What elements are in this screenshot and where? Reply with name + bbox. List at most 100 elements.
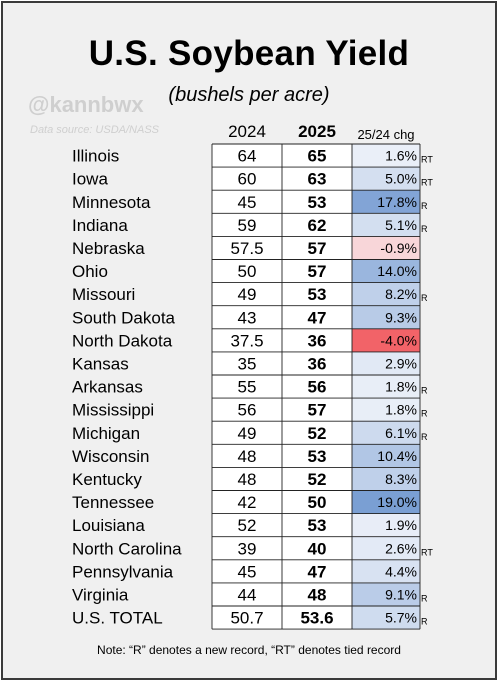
cell-2024-bg	[212, 144, 282, 168]
change-percent: 14.0%	[377, 263, 417, 279]
cell-2025-bg	[282, 351, 352, 375]
change-color-cell	[352, 467, 420, 491]
change-percent: 5.1%	[385, 217, 417, 233]
record-flag: R	[421, 201, 428, 211]
cell-2025-bg	[282, 582, 352, 606]
value-2025: 36	[308, 354, 327, 373]
state-label: Missouri	[72, 285, 135, 304]
change-percent: 8.2%	[385, 286, 417, 302]
state-label: Mississippi	[72, 401, 154, 420]
state-label: North Carolina	[72, 539, 182, 558]
change-color-cell	[352, 582, 420, 606]
footnote: Note: “R” denotes a new record, “RT” den…	[97, 643, 401, 657]
value-2025: 50	[308, 493, 327, 512]
value-2024: 43	[238, 308, 257, 327]
record-flag: R	[421, 293, 428, 303]
cell-2024-bg	[212, 328, 282, 352]
value-2025: 63	[308, 170, 327, 189]
state-label: Michigan	[72, 424, 140, 443]
change-color-cell	[352, 328, 420, 352]
state-label: Ohio	[72, 262, 108, 281]
change-percent: 19.0%	[377, 494, 417, 510]
value-2024: 48	[238, 447, 257, 466]
change-color-cell	[352, 606, 420, 630]
value-2024: 42	[238, 493, 257, 512]
cell-2024-bg	[212, 444, 282, 468]
change-percent: -0.9%	[380, 240, 417, 256]
cell-2025-bg	[282, 259, 352, 283]
record-flag: RT	[421, 155, 433, 165]
cell-2024-bg	[212, 305, 282, 329]
cell-2024-bg	[212, 351, 282, 375]
cell-2024-bg	[212, 559, 282, 583]
change-percent: 17.8%	[377, 194, 417, 210]
state-label: Nebraska	[72, 239, 145, 258]
data-source: Data source: USDA/NASS	[30, 124, 159, 136]
state-label: Indiana	[72, 216, 128, 235]
value-2024: 44	[238, 585, 257, 604]
cell-2025-bg	[282, 536, 352, 560]
value-2024: 49	[238, 285, 257, 304]
cell-2025-bg	[282, 213, 352, 237]
change-color-cell	[352, 213, 420, 237]
value-2025: 47	[308, 308, 327, 327]
change-color-cell	[352, 398, 420, 422]
state-label: Kentucky	[72, 470, 142, 489]
value-2024: 59	[238, 216, 257, 235]
change-color-cell	[352, 559, 420, 583]
cell-2025-bg	[282, 490, 352, 514]
change-color-cell	[352, 236, 420, 260]
state-label: South Dakota	[72, 308, 176, 327]
value-2024: 60	[238, 170, 257, 189]
cell-2025-bg	[282, 144, 352, 168]
value-2024: 50	[238, 262, 257, 281]
cell-2024-bg	[212, 421, 282, 445]
change-percent: 9.3%	[385, 309, 417, 325]
record-flag: R	[421, 224, 428, 234]
state-label: Virginia	[72, 585, 129, 604]
record-flag: R	[421, 386, 428, 396]
change-percent: 4.4%	[385, 563, 417, 579]
cell-2025-bg	[282, 467, 352, 491]
state-label: Iowa	[72, 170, 108, 189]
value-2025: 57	[308, 401, 327, 420]
change-color-cell	[352, 167, 420, 191]
cell-2024-bg	[212, 190, 282, 214]
value-2025: 53	[308, 516, 327, 535]
value-2024: 45	[238, 562, 257, 581]
change-percent: 1.6%	[385, 148, 417, 164]
cell-2025-bg	[282, 167, 352, 191]
cell-2025-bg	[282, 375, 352, 399]
cell-2025-bg	[282, 305, 352, 329]
cell-2024-bg	[212, 375, 282, 399]
cell-2025-bg	[282, 236, 352, 260]
value-2025: 52	[308, 424, 327, 443]
state-label: Minnesota	[72, 193, 151, 212]
header-2024: 2024	[228, 122, 266, 141]
value-2025: 53	[308, 285, 327, 304]
record-flag: R	[421, 617, 428, 627]
cell-2025-bg	[282, 190, 352, 214]
change-percent: 5.7%	[385, 610, 417, 626]
cell-2024-bg	[212, 236, 282, 260]
state-label: Pennsylvania	[72, 562, 174, 581]
state-label: Illinois	[72, 147, 119, 166]
cell-2024-bg	[212, 513, 282, 537]
change-percent: 2.6%	[385, 540, 417, 556]
value-2024: 48	[238, 470, 257, 489]
value-2025: 36	[308, 331, 327, 350]
value-2024: 52	[238, 516, 257, 535]
value-2025: 48	[308, 585, 327, 604]
value-2024: 49	[238, 424, 257, 443]
value-2024: 64	[238, 147, 257, 166]
value-2025: 57	[308, 262, 327, 281]
value-2024: 45	[238, 193, 257, 212]
value-2024: 57.5	[230, 239, 263, 258]
header-2025: 2025	[298, 122, 336, 141]
record-flag: R	[421, 409, 428, 419]
change-percent: 8.3%	[385, 471, 417, 487]
state-label: North Dakota	[72, 331, 173, 350]
state-label: U.S. TOTAL	[72, 609, 163, 628]
value-2025: 53	[308, 447, 327, 466]
header-change: 25/24 chg	[357, 127, 415, 142]
